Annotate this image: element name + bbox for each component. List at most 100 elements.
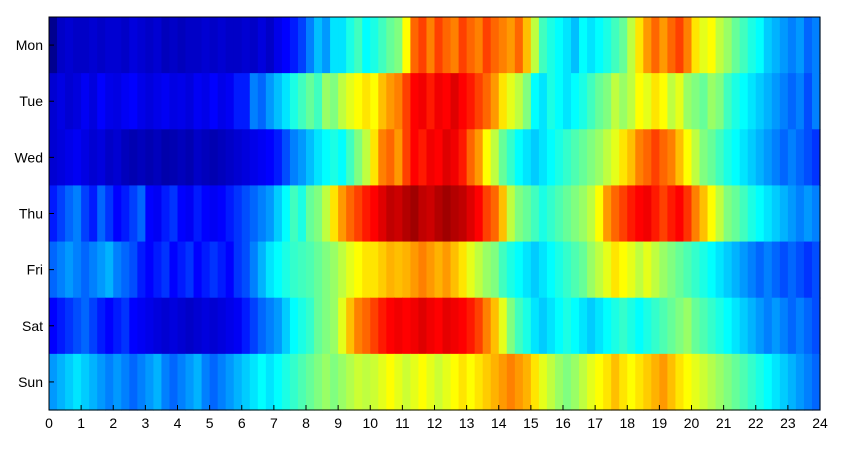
heatmap-cell-sat-95: [811, 297, 821, 355]
heatmap-cell-sun-11: [137, 353, 146, 411]
heatmap-cell-sun-86: [739, 353, 749, 411]
heatmap-cell-wed-60: [530, 129, 540, 187]
heatmap-cell-fri-33: [314, 241, 323, 299]
heatmap-cell-sun-47: [426, 353, 436, 411]
heatmap-cell-wed-25: [249, 129, 259, 187]
heatmap-cell-sat-53: [474, 297, 484, 355]
heatmap-cell-thu-30: [289, 185, 299, 243]
heatmap-cell-sun-54: [482, 353, 492, 411]
heatmap-cell-fri-4: [81, 241, 90, 299]
heatmap-cell-sun-65: [571, 353, 580, 411]
heatmap-cell-sun-50: [450, 353, 460, 411]
heatmap-cell-thu-83: [715, 185, 725, 243]
heatmap-cell-fri-85: [731, 241, 741, 299]
heatmap-cell-tue-9: [121, 73, 130, 130]
heatmap-cell-wed-86: [739, 129, 749, 187]
heatmap-cell-tue-52: [466, 73, 476, 130]
heatmap-cell-thu-65: [571, 185, 580, 243]
heatmap-cell-thu-36: [338, 185, 347, 243]
heatmap-cell-fri-5: [89, 241, 98, 299]
heatmap-cell-tue-51: [458, 73, 468, 130]
heatmap-cell-thu-93: [795, 185, 805, 243]
heatmap-cell-tue-33: [314, 73, 323, 130]
heatmap-cell-fri-52: [466, 241, 476, 299]
x-tick-label-12: 12: [427, 415, 443, 431]
heatmap-cell-tue-5: [89, 73, 98, 130]
heatmap-cell-mon-34: [322, 17, 331, 74]
heatmap-cell-thu-81: [699, 185, 709, 243]
heatmap-cell-wed-89: [763, 129, 773, 187]
heatmap-cell-tue-18: [193, 73, 203, 130]
heatmap-cell-thu-91: [779, 185, 789, 243]
heatmap-cell-sat-48: [434, 297, 444, 355]
heatmap-cell-thu-19: [201, 185, 211, 243]
heatmap-cell-wed-94: [803, 129, 813, 187]
heatmap-cell-tue-25: [249, 73, 259, 130]
heatmap-cell-sat-30: [289, 297, 299, 355]
heatmap-cell-sun-73: [635, 353, 644, 411]
heatmap-cell-tue-32: [306, 73, 315, 130]
heatmap-cell-thu-14: [161, 185, 171, 243]
heatmap-cell-fri-86: [739, 241, 749, 299]
heatmap-cell-sat-59: [522, 297, 532, 355]
heatmap-cell-fri-3: [73, 241, 82, 299]
heatmap-cell-sat-12: [145, 297, 155, 355]
heatmap-cell-sun-60: [530, 353, 540, 411]
heatmap-cell-sun-2: [65, 353, 74, 411]
heatmap-cell-wed-7: [105, 129, 114, 187]
heatmap-cell-sun-95: [811, 353, 821, 411]
heatmap-cell-wed-74: [643, 129, 652, 187]
heatmap-cell-wed-53: [474, 129, 484, 187]
heatmap-cell-wed-28: [273, 129, 283, 187]
heatmap-cell-tue-93: [795, 73, 805, 130]
heatmap-cell-mon-4: [81, 17, 90, 74]
heatmap-cell-mon-68: [595, 17, 604, 74]
heatmap-cell-fri-2: [65, 241, 74, 299]
heatmap-cell-sat-3: [73, 297, 82, 355]
heatmap-cell-thu-15: [169, 185, 179, 243]
heatmap-cell-thu-27: [265, 185, 275, 243]
heatmap-cell-wed-67: [587, 129, 596, 187]
heatmap-cell-sun-3: [73, 353, 82, 411]
heatmap-cell-wed-80: [691, 129, 701, 187]
heatmap-cell-sat-18: [193, 297, 203, 355]
heatmap-cell-sat-44: [402, 297, 412, 355]
heatmap-cell-thu-94: [803, 185, 813, 243]
heatmap-cell-sat-71: [619, 297, 628, 355]
heatmap-cell-mon-30: [289, 17, 299, 74]
heatmap-cell-thu-53: [474, 185, 484, 243]
heatmap-cell-tue-83: [715, 73, 725, 130]
heatmap-cell-tue-70: [611, 73, 620, 130]
heatmap-cell-sat-79: [683, 297, 693, 355]
heatmap-cell-sun-18: [193, 353, 203, 411]
heatmap-cell-sat-94: [803, 297, 813, 355]
heatmap-cell-tue-55: [490, 73, 500, 130]
heatmap-cell-fri-46: [418, 241, 428, 299]
heatmap-cell-sat-93: [795, 297, 805, 355]
heatmap-cell-fri-76: [659, 241, 669, 299]
heatmap-cell-fri-15: [169, 241, 179, 299]
heatmap-cell-fri-27: [265, 241, 275, 299]
heatmap-cell-wed-12: [145, 129, 155, 187]
heatmap-cell-thu-62: [546, 185, 556, 243]
heatmap-cell-mon-41: [378, 17, 387, 74]
heatmap-cell-sat-64: [563, 297, 572, 355]
x-tick-label-17: 17: [587, 415, 603, 431]
heatmap-cell-sat-77: [667, 297, 677, 355]
heatmap-cell-wed-23: [233, 129, 243, 187]
heatmap-cell-mon-27: [265, 17, 275, 74]
heatmap-cell-fri-26: [257, 241, 267, 299]
heatmap-cell-thu-12: [145, 185, 155, 243]
heatmap-cell-mon-90: [771, 17, 781, 74]
heatmap-cell-mon-83: [715, 17, 725, 74]
heatmap-cell-sun-32: [306, 353, 315, 411]
heatmap-cell-wed-13: [153, 129, 163, 187]
heatmap-cell-sun-56: [498, 353, 508, 411]
heatmap-cell-sat-23: [233, 297, 243, 355]
heatmap-cell-fri-13: [153, 241, 163, 299]
heatmap-cell-sat-83: [715, 297, 725, 355]
heatmap-cell-tue-82: [707, 73, 717, 130]
heatmap-cell-sun-8: [113, 353, 122, 411]
heatmap-cell-sat-49: [442, 297, 452, 355]
